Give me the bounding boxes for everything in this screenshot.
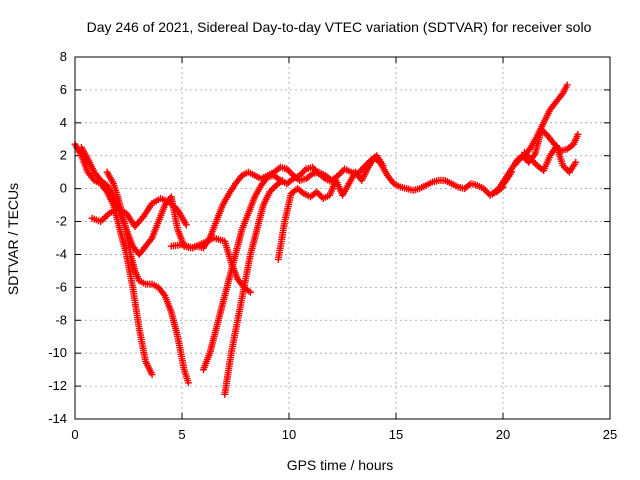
x-tick-label: 25 (603, 427, 617, 442)
data-point (314, 190, 322, 198)
data-point (574, 130, 582, 138)
x-tick-label: 20 (496, 427, 510, 442)
data-point (572, 158, 580, 166)
y-tick-label: -8 (55, 312, 67, 327)
data-point (307, 171, 315, 179)
y-tick-label: 0 (60, 181, 67, 196)
y-tick-label: -6 (55, 279, 67, 294)
data-point (299, 168, 307, 176)
y-tick-label: 2 (60, 148, 67, 163)
y-tick-label: -14 (48, 411, 67, 426)
data-points (71, 81, 582, 398)
chart-title: Day 246 of 2021, Sidereal Day-to-day VTE… (87, 19, 592, 35)
y-axis-label: SDTVAR / TECUs (5, 183, 21, 295)
y-tick-label: -10 (48, 345, 67, 360)
data-point (320, 174, 328, 182)
plot-frame (74, 56, 611, 420)
data-point (298, 188, 306, 196)
data-point (286, 168, 294, 176)
x-axis-label: GPS time / hours (287, 457, 394, 473)
x-tick-label: 5 (178, 427, 185, 442)
y-tick-label: -12 (48, 378, 67, 393)
data-point (269, 185, 277, 193)
axis-ticks: 0 5 10 15 20 25 -14 -12 -10 -8 -6 -4 -2 0 2 4 6 8 (48, 49, 617, 442)
data-point (182, 221, 190, 229)
data-point (148, 371, 156, 379)
y-tick-label: 8 (60, 49, 67, 64)
data-point (279, 176, 287, 184)
data-point (563, 81, 571, 89)
y-tick-label: -4 (55, 246, 67, 261)
y-tick-label: -2 (55, 214, 67, 229)
x-tick-label: 10 (282, 427, 296, 442)
x-tick-label: 0 (71, 427, 78, 442)
data-point (246, 288, 254, 296)
x-tick-label: 15 (389, 427, 403, 442)
data-point (288, 176, 296, 184)
data-point (508, 168, 516, 176)
y-tick-label: 6 (60, 82, 67, 97)
data-point (184, 379, 192, 387)
data-point (102, 213, 110, 221)
data-point (98, 216, 106, 224)
data-point (277, 178, 285, 186)
y-tick-label: 4 (60, 115, 67, 130)
